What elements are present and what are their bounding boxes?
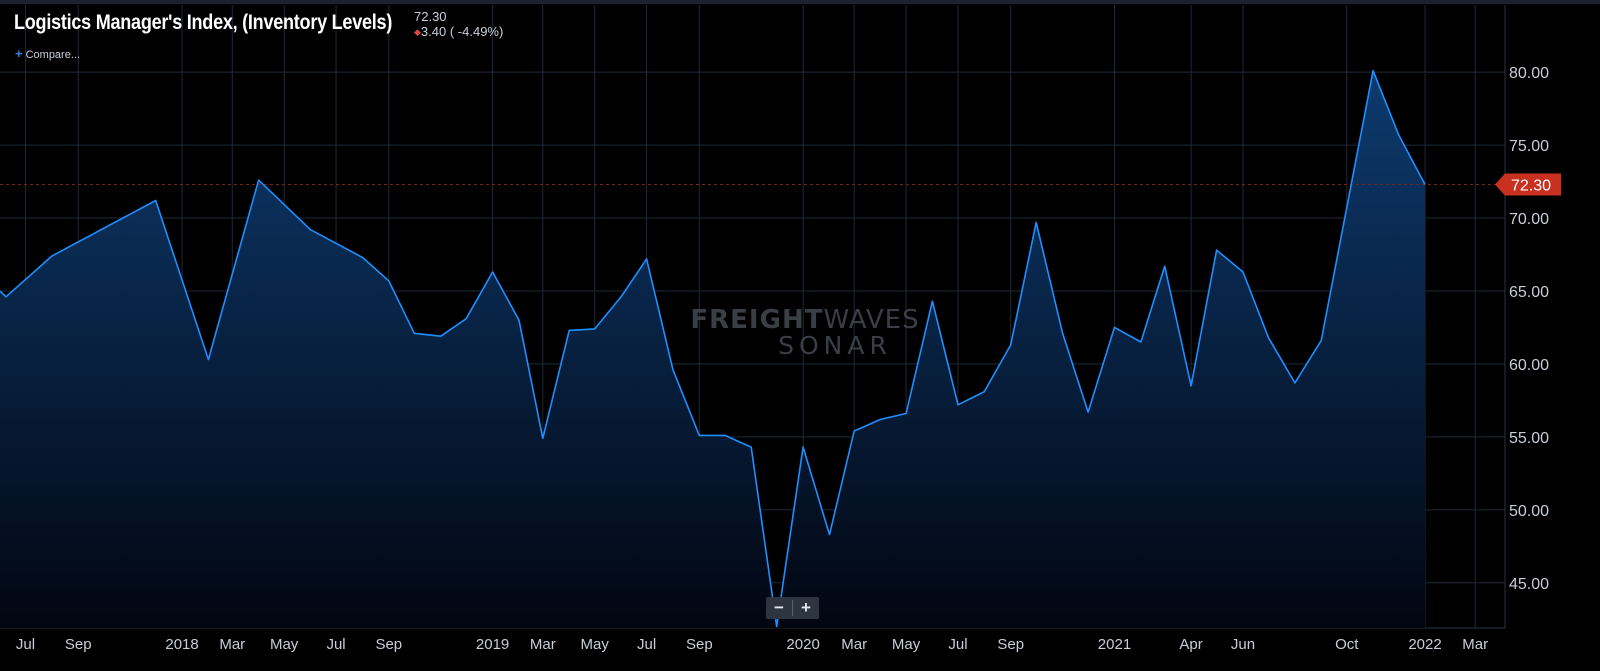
y-tick-label: 80.00	[1509, 65, 1549, 82]
x-tick-label: Mar	[1462, 636, 1488, 653]
y-tick-label: 75.00	[1509, 138, 1549, 155]
x-tick-label: Mar	[530, 636, 556, 653]
x-tick-label: Jul	[948, 636, 967, 653]
y-tick-label: 55.00	[1509, 430, 1549, 447]
last-value-tag-label: 72.30	[1511, 177, 1551, 194]
y-axis: 45.00 50.00 55.00 60.00 65.00 70.00 75.00 80.00	[1509, 65, 1549, 593]
x-tick-label: Sep	[997, 636, 1024, 653]
x-tick-label: Sep	[65, 636, 92, 653]
top-bar	[0, 0, 1600, 4]
x-tick-label: Jul	[16, 636, 35, 653]
chart-title: Logistics Manager's Index, (Inventory Le…	[14, 11, 393, 34]
compare-label: Compare...	[25, 49, 81, 61]
x-tick-label: 2022	[1408, 636, 1441, 653]
x-tick-label: May	[581, 636, 610, 653]
x-tick-label: Mar	[219, 636, 245, 653]
x-tick-label: 2021	[1098, 636, 1131, 653]
area-fill	[0, 70, 1425, 628]
x-tick-label: Jul	[637, 636, 656, 653]
y-tick-label: 45.00	[1509, 576, 1549, 593]
y-tick-label: 60.00	[1509, 357, 1549, 374]
x-tick-label: Oct	[1335, 636, 1359, 653]
x-tick-label: Apr	[1179, 636, 1202, 653]
x-tick-label: May	[892, 636, 921, 653]
zoom-divider	[792, 600, 793, 616]
y-tick-label: 65.00	[1509, 284, 1549, 301]
x-tick-label: Jun	[1231, 636, 1255, 653]
x-tick-label: 2019	[476, 636, 509, 653]
zoom-in-button[interactable]: +	[801, 598, 811, 617]
zoom-out-button[interactable]: −	[774, 598, 784, 617]
y-tick-label: 70.00	[1509, 211, 1549, 228]
plus-icon: +	[15, 46, 23, 61]
change-value: 3.40	[420, 24, 447, 39]
x-tick-label: 2018	[165, 636, 198, 653]
series-line	[0, 69, 1426, 628]
x-tick-label: May	[270, 636, 299, 653]
x-tick-label: 2020	[786, 636, 819, 653]
x-tick-label: Jul	[326, 636, 345, 653]
zoom-controls: − +	[766, 597, 819, 619]
x-axis: Jul Sep 2018 Mar May Jul Sep 2019 Mar May Jul Sep 20…	[16, 636, 1488, 653]
change-percent: ( -4.49%)	[449, 24, 504, 39]
y-tick-label: 50.00	[1509, 503, 1549, 520]
compare-button[interactable]: + Compare...	[15, 46, 80, 61]
down-arrow-icon: ◆	[414, 27, 421, 37]
x-tick-label: Sep	[686, 636, 713, 653]
last-value: 72.30	[414, 9, 447, 24]
x-tick-label: Sep	[375, 636, 402, 653]
x-tick-label: Mar	[841, 636, 867, 653]
change-row: ◆3.40 ( -4.49%)	[414, 24, 503, 39]
last-value-tag: 72.30	[1495, 173, 1561, 196]
last-value-tag-shape	[1495, 173, 1561, 196]
